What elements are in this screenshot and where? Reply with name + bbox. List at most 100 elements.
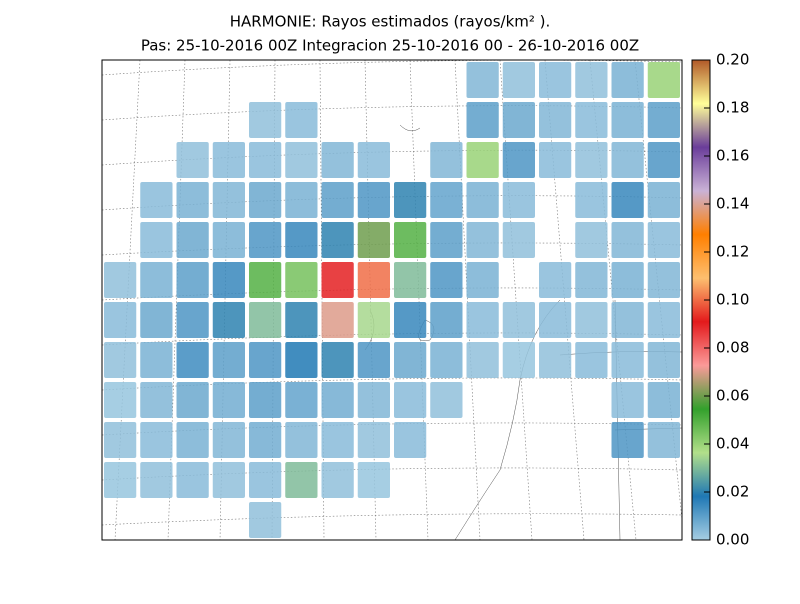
heat-cell [140, 462, 173, 498]
heat-cell [285, 462, 318, 498]
heat-cell [466, 302, 499, 338]
heat-cell [212, 342, 245, 378]
heat-cell [140, 342, 173, 378]
heat-cell [321, 182, 354, 218]
heat-cell [466, 142, 499, 178]
heat-cell [430, 342, 463, 378]
heat-cell [575, 102, 608, 138]
heat-cell [611, 342, 644, 378]
heat-cell [212, 262, 245, 298]
heat-cell [430, 302, 463, 338]
heat-cell [575, 342, 608, 378]
heat-cell [611, 302, 644, 338]
heat-cell [321, 302, 354, 338]
colorbar-tick-label: 0.12 [716, 243, 749, 261]
heat-cell [647, 342, 680, 378]
heat-cell [357, 182, 390, 218]
heat-cell [611, 142, 644, 178]
heat-cell [285, 222, 318, 258]
heat-cell [212, 302, 245, 338]
colorbar-tick-label: 0.04 [716, 435, 749, 453]
heat-cell [394, 342, 427, 378]
chart-subtitle: Pas: 25-10-2016 00Z Integracion 25-10-20… [141, 37, 639, 55]
heat-cell [212, 142, 245, 178]
heat-cell [575, 182, 608, 218]
heat-cell [394, 382, 427, 418]
heat-cell [104, 302, 137, 338]
heat-cell [611, 102, 644, 138]
heat-cell [394, 222, 427, 258]
colorbar-tick-label: 0.16 [716, 147, 749, 165]
heat-cell [212, 382, 245, 418]
heat-cell [176, 182, 209, 218]
heat-cell [140, 382, 173, 418]
heat-cell [212, 422, 245, 458]
heat-cell [285, 302, 318, 338]
heat-cell [321, 462, 354, 498]
heat-cell [611, 222, 644, 258]
heat-cell [212, 222, 245, 258]
colorbar-tick-label: 0.02 [716, 483, 749, 501]
heat-cell [176, 342, 209, 378]
heat-cell [285, 102, 318, 138]
heat-cell [176, 302, 209, 338]
heat-cell [357, 302, 390, 338]
heat-cell [394, 302, 427, 338]
heat-cell [466, 222, 499, 258]
heat-cell [502, 142, 535, 178]
heat-cell [611, 262, 644, 298]
heat-cell [430, 142, 463, 178]
heat-cell [647, 262, 680, 298]
heat-cell [502, 62, 535, 98]
heat-cell [285, 142, 318, 178]
heat-cell [285, 422, 318, 458]
heat-cell [575, 302, 608, 338]
heat-cell [285, 182, 318, 218]
heat-cell [249, 342, 282, 378]
heat-cell [539, 302, 572, 338]
heat-cell [140, 302, 173, 338]
heat-cell [647, 382, 680, 418]
heat-cell [357, 142, 390, 178]
heat-cell [176, 462, 209, 498]
heat-cell [394, 262, 427, 298]
heat-cell [466, 342, 499, 378]
heat-cell [249, 222, 282, 258]
heat-cell [611, 182, 644, 218]
heat-cell [647, 102, 680, 138]
heat-cell [176, 222, 209, 258]
heat-cell [104, 462, 137, 498]
heat-cell [357, 382, 390, 418]
heat-cell [502, 222, 535, 258]
heat-cell [502, 182, 535, 218]
heat-cell [104, 262, 137, 298]
colorbar-tick-label: 0.20 [716, 51, 749, 69]
heat-cell [647, 422, 680, 458]
heat-cell [539, 62, 572, 98]
heat-cell [394, 422, 427, 458]
heat-cell [430, 182, 463, 218]
colorbar-tick-label: 0.14 [716, 195, 749, 213]
heat-cell [611, 382, 644, 418]
heat-cell [249, 302, 282, 338]
heat-cell [249, 142, 282, 178]
heat-cell [176, 262, 209, 298]
heat-cell [502, 342, 535, 378]
heat-cell [321, 422, 354, 458]
heat-cell [140, 422, 173, 458]
heat-cell [212, 462, 245, 498]
heat-cell [249, 102, 282, 138]
chart-title: HARMONIE: Rayos estimados (rayos/km² ). [230, 13, 551, 31]
colorbar-tick-label: 0.18 [716, 99, 749, 117]
heat-cell [575, 262, 608, 298]
heat-cell [466, 102, 499, 138]
heat-cell [321, 222, 354, 258]
colorbar-tick-label: 0.00 [716, 531, 749, 549]
heat-cell [357, 342, 390, 378]
heat-cell [430, 382, 463, 418]
colorbar-tick-label: 0.08 [716, 339, 749, 357]
heat-cell [249, 182, 282, 218]
heat-cell [285, 342, 318, 378]
heat-cell [394, 182, 427, 218]
